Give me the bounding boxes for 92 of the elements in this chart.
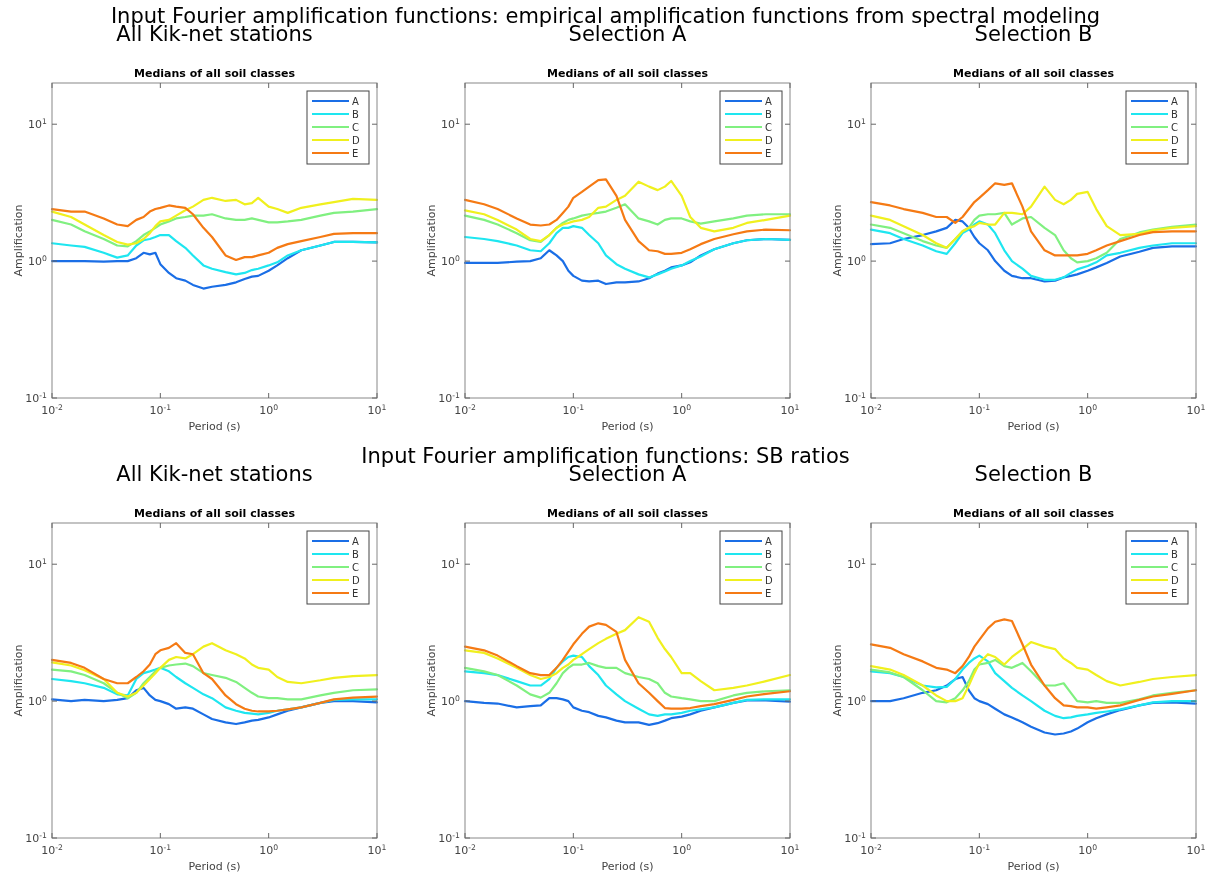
y-tick-label: 10$^{0}$ <box>441 253 461 269</box>
legend-label: B <box>765 549 772 560</box>
x-tick-label: 10$^{-1}$ <box>562 842 585 857</box>
legend-label: B <box>765 109 772 120</box>
legend-label: D <box>352 135 360 146</box>
x-tick-label: 10$^{0}$ <box>259 402 279 417</box>
y-tick-label: 10$^{1}$ <box>28 116 48 132</box>
chart-title: Selection B <box>974 462 1093 486</box>
legend-label: C <box>1171 122 1178 133</box>
chart-subtitle: Medians of all soil classes <box>134 507 296 520</box>
legend-label: C <box>352 562 359 573</box>
y-axis-title: Amplification <box>831 204 844 277</box>
y-axis-title: Amplification <box>12 204 25 277</box>
y-tick-label: 10$^{-1}$ <box>25 830 48 845</box>
y-tick-label: 10$^{0}$ <box>441 693 461 709</box>
y-tick-label: 10$^{1}$ <box>441 556 461 572</box>
legend-label: E <box>1171 148 1178 159</box>
y-tick-label: 10$^{1}$ <box>441 116 461 132</box>
y-axis-title: Amplification <box>12 644 25 717</box>
chart-subtitle: Medians of all soil classes <box>134 67 296 80</box>
legend-label: E <box>1171 588 1178 599</box>
x-tick-label: 10$^{1}$ <box>780 842 800 857</box>
x-tick-label: 10$^{-2}$ <box>41 402 63 417</box>
legend-label: D <box>352 575 360 586</box>
x-tick-label: 10$^{-1}$ <box>149 842 172 857</box>
y-tick-label: 10$^{-1}$ <box>438 390 461 405</box>
y-tick-label: 10$^{0}$ <box>28 253 48 269</box>
x-tick-label: 10$^{-1}$ <box>149 402 172 417</box>
legend-label: C <box>765 562 772 573</box>
x-tick-label: 10$^{-2}$ <box>860 402 882 417</box>
chart-subtitle: Medians of all soil classes <box>547 67 709 80</box>
y-axis-title: Amplification <box>831 644 844 717</box>
legend-label: A <box>765 536 772 547</box>
x-tick-label: 10$^{1}$ <box>367 842 387 857</box>
legend-label: A <box>352 96 359 107</box>
legend-label: A <box>1171 96 1178 107</box>
x-axis-title: Period (s) <box>188 860 241 872</box>
legend-label: E <box>765 148 772 159</box>
chart-title: All Kik-net stations <box>116 462 313 486</box>
x-tick-label: 10$^{1}$ <box>1186 842 1206 857</box>
chart-subtitle: Medians of all soil classes <box>953 507 1115 520</box>
legend-label: E <box>352 148 359 159</box>
y-tick-label: 10$^{1}$ <box>847 556 867 572</box>
legend-label: E <box>352 588 359 599</box>
chart-subtitle: Medians of all soil classes <box>547 507 709 520</box>
legend-label: D <box>765 135 773 146</box>
x-axis-title: Period (s) <box>601 420 654 433</box>
x-tick-label: 10$^{-1}$ <box>562 402 585 417</box>
x-tick-label: 10$^{1}$ <box>1186 402 1206 417</box>
legend-label: D <box>765 575 773 586</box>
y-axis-title: Amplification <box>425 644 438 717</box>
x-tick-label: 10$^{0}$ <box>259 842 279 857</box>
legend-label: A <box>765 96 772 107</box>
legend-label: B <box>352 109 359 120</box>
legend-label: C <box>1171 562 1178 573</box>
x-tick-label: 10$^{-2}$ <box>860 842 882 857</box>
y-axis-title: Amplification <box>425 204 438 277</box>
x-axis-title: Period (s) <box>1007 420 1060 433</box>
legend-label: B <box>1171 549 1178 560</box>
x-axis-title: Period (s) <box>1007 860 1060 872</box>
x-axis-title: Period (s) <box>601 860 654 872</box>
legend-label: A <box>352 536 359 547</box>
legend-label: E <box>765 588 772 599</box>
x-tick-label: 10$^{1}$ <box>780 402 800 417</box>
x-tick-label: 10$^{-1}$ <box>968 842 991 857</box>
legend-label: B <box>1171 109 1178 120</box>
y-tick-label: 10$^{1}$ <box>28 556 48 572</box>
y-tick-label: 10$^{-1}$ <box>844 390 867 405</box>
y-tick-label: 10$^{-1}$ <box>25 390 48 405</box>
x-tick-label: 10$^{-2}$ <box>41 842 63 857</box>
legend-label: D <box>1171 575 1179 586</box>
x-tick-label: 10$^{1}$ <box>367 402 387 417</box>
x-tick-label: 10$^{0}$ <box>672 402 692 417</box>
legend-label: C <box>765 122 772 133</box>
y-tick-label: 10$^{0}$ <box>847 253 867 269</box>
x-tick-label: 10$^{0}$ <box>1078 402 1098 417</box>
y-tick-label: 10$^{0}$ <box>28 693 48 709</box>
y-tick-label: 10$^{0}$ <box>847 693 867 709</box>
x-tick-label: 10$^{-1}$ <box>968 402 991 417</box>
x-tick-label: 10$^{-2}$ <box>454 402 476 417</box>
x-tick-label: 10$^{-2}$ <box>454 842 476 857</box>
y-tick-label: 10$^{-1}$ <box>438 830 461 845</box>
y-tick-label: 10$^{-1}$ <box>844 830 867 845</box>
legend-label: A <box>1171 536 1178 547</box>
legend-label: B <box>352 549 359 560</box>
chart-subtitle: Medians of all soil classes <box>953 67 1115 80</box>
x-axis-title: Period (s) <box>188 420 241 433</box>
legend-label: C <box>352 122 359 133</box>
y-tick-label: 10$^{1}$ <box>847 116 867 132</box>
x-tick-label: 10$^{0}$ <box>1078 842 1098 857</box>
x-tick-label: 10$^{0}$ <box>672 842 692 857</box>
legend-label: D <box>1171 135 1179 146</box>
